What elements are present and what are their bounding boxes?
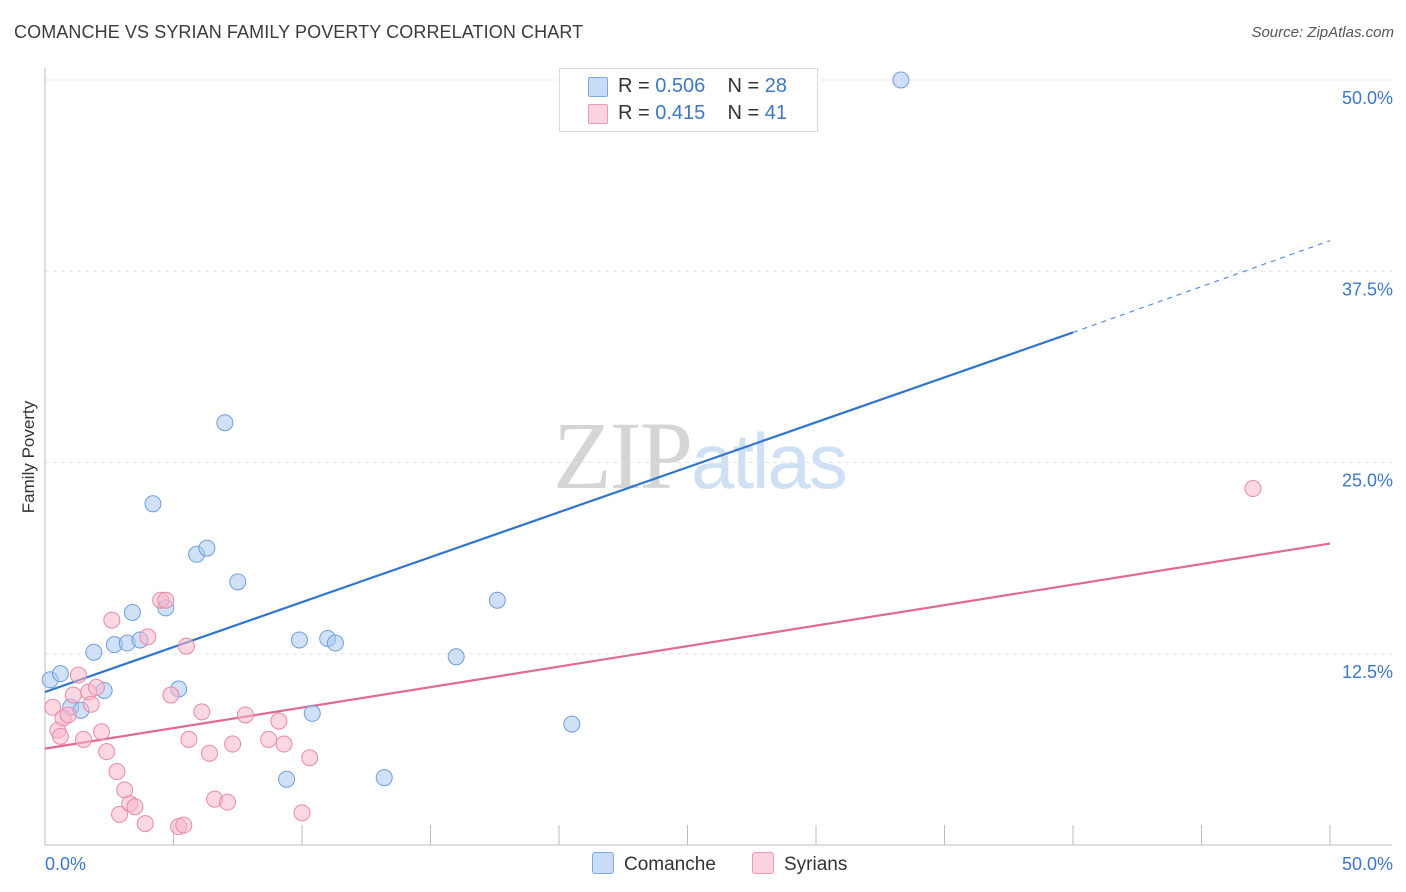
source-label: Source: ZipAtlas.com xyxy=(1251,24,1394,41)
data-point-comanche xyxy=(303,704,321,722)
data-point-syrians xyxy=(64,686,82,704)
correlation-legend: R = 0.506 N = 28 R = 0.415 N = 41 xyxy=(559,68,818,132)
y-tick-label: 50.0% xyxy=(1342,88,1393,108)
data-point-syrians xyxy=(108,763,126,781)
legend-n-value: 41 xyxy=(764,102,788,124)
legend-r-value: 0.506 xyxy=(655,75,706,97)
data-point-syrians xyxy=(1244,480,1262,498)
series-legend-swatch xyxy=(752,852,774,874)
y-tick-label: 12.5% xyxy=(1342,662,1393,682)
data-point-syrians xyxy=(157,591,175,609)
data-point-syrians xyxy=(177,637,195,655)
data-point-syrians xyxy=(218,793,236,811)
data-point-syrians xyxy=(236,706,254,724)
data-point-comanche xyxy=(123,603,141,621)
data-point-syrians xyxy=(111,805,129,823)
data-point-syrians xyxy=(270,712,288,730)
data-point-syrians xyxy=(93,723,111,741)
data-point-syrians xyxy=(103,611,121,629)
axis-labels: 12.5% 25.0% 37.5% 50.0% 0.0% 50.0% Family Pove… xyxy=(19,88,1393,874)
data-point-comanche xyxy=(290,631,308,649)
legend-r-label: R = xyxy=(618,75,650,97)
y-tick-label: 37.5% xyxy=(1342,279,1393,299)
grid-lines xyxy=(45,79,1392,655)
watermark-atlas: atlas xyxy=(691,417,848,505)
data-point-comanche xyxy=(229,573,247,591)
data-point-syrians xyxy=(260,730,278,748)
legend-n-label: N = xyxy=(727,75,760,97)
series-legend-label: Comanche xyxy=(624,854,716,875)
legend-r-value: 0.415 xyxy=(655,102,706,124)
data-point-syrians xyxy=(59,706,77,724)
data-point-syrians xyxy=(193,703,211,721)
data-point-comanche xyxy=(216,414,234,432)
legend-r-label: R = xyxy=(618,102,650,124)
data-point-comanche xyxy=(447,648,465,666)
chart-title: COMANCHE VS SYRIAN FAMILY POVERTY CORREL… xyxy=(14,22,584,42)
watermark-zip: ZIP xyxy=(553,402,693,509)
data-point-syrians xyxy=(180,730,198,748)
legend-n-value: 28 xyxy=(764,75,788,97)
data-point-comanche xyxy=(563,715,581,733)
data-point-syrians xyxy=(301,749,319,767)
data-point-comanche xyxy=(892,71,910,89)
data-point-syrians xyxy=(224,735,242,753)
trend-line-extension xyxy=(1072,240,1331,334)
x-tick-label: 0.0% xyxy=(45,854,86,874)
legend-n-label: N = xyxy=(727,102,760,124)
legend-swatch-syrians xyxy=(588,104,608,124)
data-point-syrians xyxy=(136,815,154,833)
trend-lines xyxy=(44,240,1331,750)
series-legend-label: Syrians xyxy=(784,854,848,875)
data-point-comanche xyxy=(144,495,162,513)
data-point-syrians xyxy=(275,735,293,753)
data-point-comanche xyxy=(488,591,506,609)
data-point-syrians xyxy=(69,666,87,684)
data-point-comanche xyxy=(198,539,216,557)
axes xyxy=(44,68,1392,846)
data-point-syrians xyxy=(75,730,93,748)
data-point-syrians xyxy=(126,798,144,816)
data-point-syrians xyxy=(200,744,218,762)
data-point-syrians xyxy=(162,686,180,704)
series-legend-swatch xyxy=(592,852,614,874)
watermark: ZIPatlas xyxy=(553,400,848,511)
y-axis-title: Family Poverty xyxy=(19,400,38,513)
data-point-comanche xyxy=(375,769,393,787)
data-point-syrians xyxy=(293,804,311,822)
trend-line-comanche xyxy=(44,331,1074,694)
y-tick-label: 25.0% xyxy=(1342,471,1393,491)
data-point-syrians xyxy=(44,698,62,716)
trend-line-syrians xyxy=(44,542,1331,750)
data-point-syrians xyxy=(87,678,105,696)
series-legend-syrians: Syrians xyxy=(752,852,847,876)
data-point-syrians xyxy=(175,816,193,834)
data-point-syrians xyxy=(82,695,100,713)
x-tick-label: 50.0% xyxy=(1342,854,1393,874)
data-point-comanche xyxy=(278,770,296,788)
legend-swatch-comanche xyxy=(588,77,608,97)
data-point-syrians xyxy=(139,628,157,646)
data-point-syrians xyxy=(98,743,116,761)
data-points xyxy=(41,71,1262,836)
data-point-comanche xyxy=(326,634,344,652)
data-point-comanche xyxy=(85,643,103,661)
data-point-syrians xyxy=(51,727,69,745)
series-legend-comanche: Comanche xyxy=(592,852,716,876)
data-point-comanche xyxy=(51,665,69,683)
